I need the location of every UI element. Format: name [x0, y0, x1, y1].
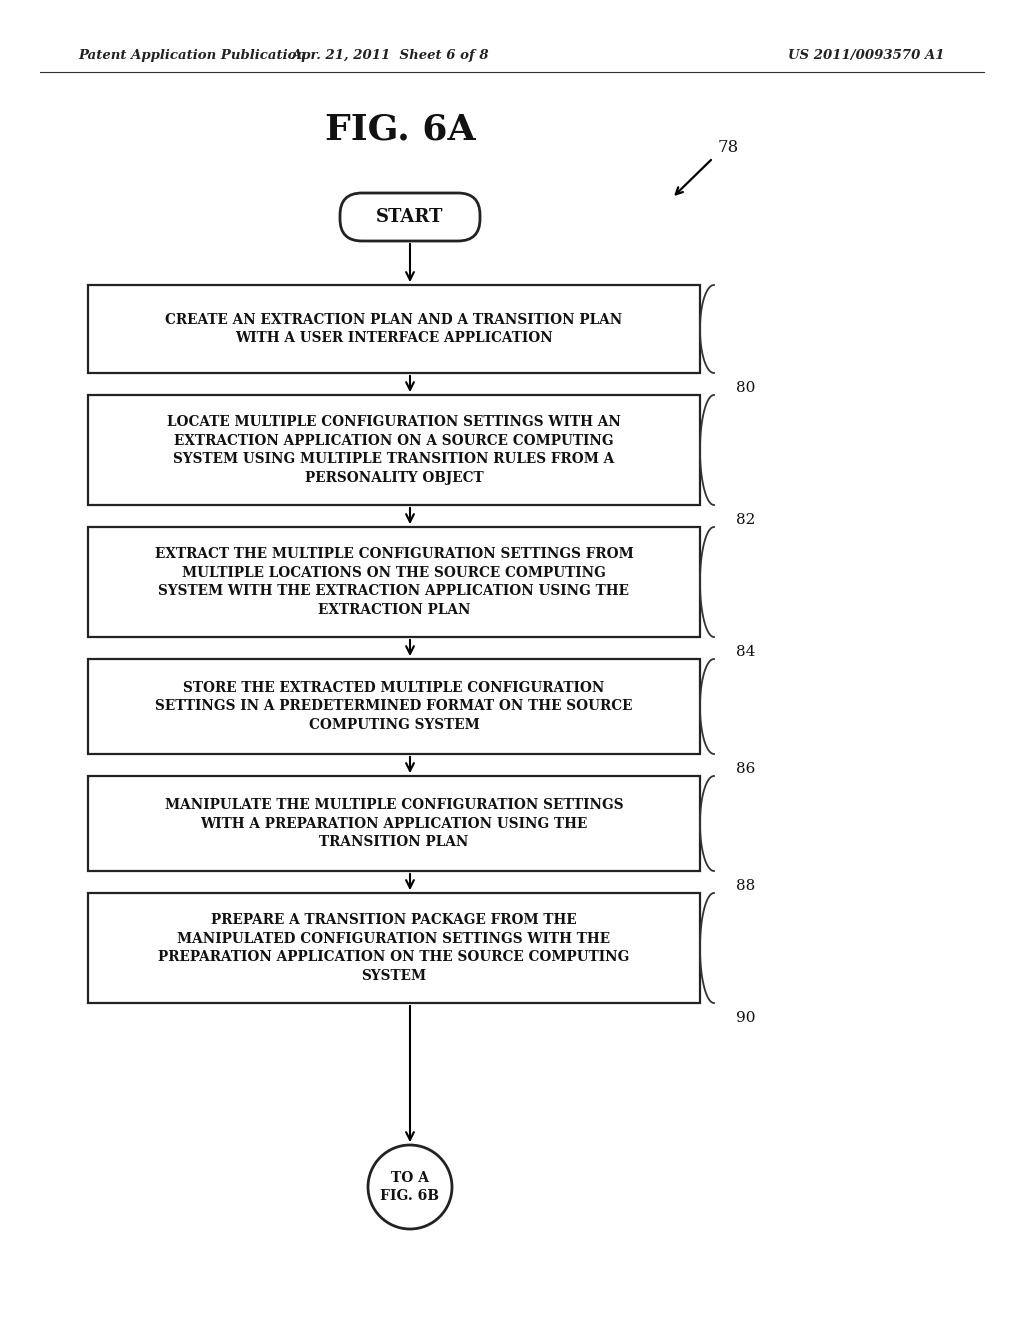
Text: STORE THE EXTRACTED MULTIPLE CONFIGURATION
SETTINGS IN A PREDETERMINED FORMAT ON: STORE THE EXTRACTED MULTIPLE CONFIGURATI…: [156, 681, 633, 733]
Text: LOCATE MULTIPLE CONFIGURATION SETTINGS WITH AN
EXTRACTION APPLICATION ON A SOURC: LOCATE MULTIPLE CONFIGURATION SETTINGS W…: [167, 414, 621, 486]
Bar: [88, 894, 700, 1003]
Text: 84: 84: [736, 645, 756, 659]
Text: EXTRACT THE MULTIPLE CONFIGURATION SETTINGS FROM
MULTIPLE LOCATIONS ON THE SOURC: EXTRACT THE MULTIPLE CONFIGURATION SETTI…: [155, 546, 634, 618]
Circle shape: [368, 1144, 452, 1229]
Bar: [88, 659, 700, 754]
Text: US 2011/0093570 A1: US 2011/0093570 A1: [788, 49, 945, 62]
Text: MANIPULATE THE MULTIPLE CONFIGURATION SETTINGS
WITH A PREPARATION APPLICATION US: MANIPULATE THE MULTIPLE CONFIGURATION SE…: [165, 797, 624, 850]
Text: 80: 80: [736, 381, 756, 395]
Text: 78: 78: [718, 140, 739, 157]
Text: 86: 86: [736, 762, 756, 776]
Bar: [88, 776, 700, 871]
Text: Patent Application Publication: Patent Application Publication: [78, 49, 306, 62]
Text: TO A
FIG. 6B: TO A FIG. 6B: [381, 1171, 439, 1203]
Text: 88: 88: [736, 879, 756, 894]
Text: FIG. 6A: FIG. 6A: [325, 114, 475, 147]
FancyBboxPatch shape: [340, 193, 480, 242]
Text: START: START: [376, 209, 443, 226]
Text: CREATE AN EXTRACTION PLAN AND A TRANSITION PLAN
WITH A USER INTERFACE APPLICATIO: CREATE AN EXTRACTION PLAN AND A TRANSITI…: [165, 313, 623, 346]
Text: 90: 90: [736, 1011, 756, 1026]
Text: 82: 82: [736, 513, 756, 527]
Bar: [88, 395, 700, 506]
Text: PREPARE A TRANSITION PACKAGE FROM THE
MANIPULATED CONFIGURATION SETTINGS WITH TH: PREPARE A TRANSITION PACKAGE FROM THE MA…: [159, 912, 630, 983]
Text: Apr. 21, 2011  Sheet 6 of 8: Apr. 21, 2011 Sheet 6 of 8: [291, 49, 488, 62]
Bar: [88, 527, 700, 638]
Bar: [88, 285, 700, 374]
